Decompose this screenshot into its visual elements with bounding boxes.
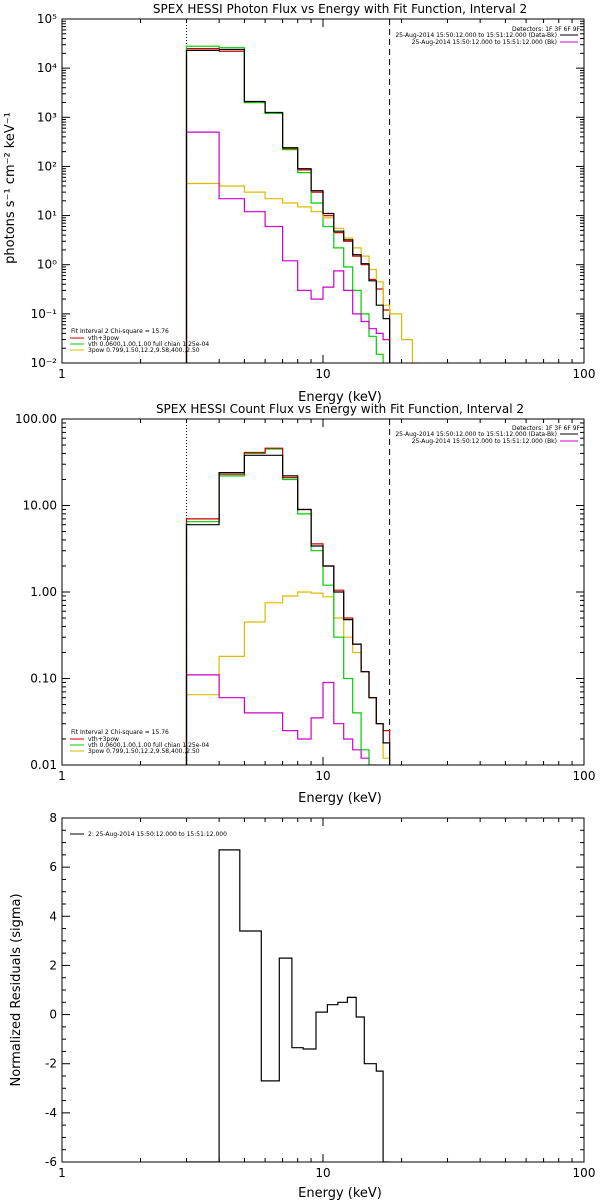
legend-header: Fit Interval 2 Chi-square = 15.76 <box>71 729 169 736</box>
x-tick-label: 10 <box>315 1166 330 1180</box>
x-tick-label: 100 <box>573 1166 596 1180</box>
series-group <box>186 849 390 1162</box>
series-group <box>185 45 418 363</box>
y-tick-label: 10⁰ <box>37 258 57 272</box>
y-tick-label: 10³ <box>37 110 57 124</box>
y-tick-label: 0 <box>49 1008 57 1022</box>
legend-entry-label: 25-Aug-2014 15:50:12.000 to 15:51:12.000… <box>412 438 557 445</box>
x-tick-label: 1 <box>58 769 66 783</box>
legend-header: Detectors: 1F 3F 6F 9F <box>512 26 581 33</box>
x-axis-label: Energy (keV) <box>298 791 382 806</box>
plot-frame <box>61 18 585 364</box>
y-tick-label: 10² <box>37 159 57 173</box>
y-tick-label: 10⁻² <box>31 356 58 370</box>
plot-frame <box>61 817 585 1163</box>
series-line <box>185 591 391 765</box>
legend-entry-label: 25-Aug-2014 15:50:12.000 to 15:51:12.000… <box>412 39 557 46</box>
series-line <box>185 131 391 363</box>
series-line <box>185 48 391 363</box>
legend-entry-label: vth+3pow <box>88 736 119 743</box>
legend-entry-label: vth 0.0600,1.00,1.00 full chian 1.25e-04 <box>88 341 209 348</box>
legend-entry-label: 25-Aug-2014 15:50:12.000 to 15:51:12.000… <box>395 32 557 39</box>
x-tick-label: 1 <box>58 1166 66 1180</box>
x-axis-label: Energy (keV) <box>298 390 382 405</box>
y-tick-label: 10¹ <box>37 209 57 223</box>
photon-flux-panel: SPEX HESSI Photon Flux vs Energy with Fi… <box>3 2 595 405</box>
series-line <box>185 48 391 363</box>
y-tick-label: 0.01 <box>30 758 57 772</box>
y-tick-label: -2 <box>45 1057 57 1071</box>
residuals-panel: Energy (keV) Normalized Residuals (sigma… <box>9 811 595 1200</box>
y-tick-label: -6 <box>45 1155 57 1169</box>
series-line <box>185 454 391 765</box>
series-line <box>186 849 390 1162</box>
series-line <box>185 45 384 363</box>
legend-entry-label: 3pow 0.799,1.50,12.2,9.58,400.,2.50 <box>88 347 200 354</box>
legend-header: Detectors: 1F 3F 6F 9F <box>512 425 581 432</box>
series-line <box>185 447 391 765</box>
x-tick-label: 10 <box>315 367 330 381</box>
x-axis-label: Energy (keV) <box>298 1186 382 1200</box>
y-tick-label: 10.00 <box>23 499 57 513</box>
y-tick-label: 10⁵ <box>37 12 57 26</box>
series-line <box>185 448 370 765</box>
chart-title: SPEX HESSI Photon Flux vs Energy with Fi… <box>153 2 527 16</box>
y-tick-label: 10⁻¹ <box>31 307 58 321</box>
y-tick-label: 8 <box>49 811 57 825</box>
legend-entry-label: 25-Aug-2014 15:50:12.000 to 15:51:12.000… <box>395 431 557 438</box>
plot-frame <box>61 418 585 766</box>
y-tick-label: 10⁴ <box>37 61 57 75</box>
chart-title: SPEX HESSI Count Flux vs Energy with Fit… <box>156 402 524 416</box>
legend-entry-label: 3pow 0.799,1.50,12.2,9.58,400.,2.50 <box>88 748 200 755</box>
y-tick-label: -4 <box>45 1106 57 1120</box>
legend-entry-label: vth 0.0600,1.00,1.00 full chian 1.25e-04 <box>88 742 209 749</box>
x-tick-label: 100 <box>573 769 596 783</box>
legend-entry-label: 2: 25-Aug-2014 15:50:12.000 to 15:51:12.… <box>88 831 227 838</box>
y-axis-label: photons s⁻¹ cm⁻² keV⁻¹ <box>3 112 18 264</box>
series-line <box>185 182 418 363</box>
y-tick-label: 0.10 <box>30 672 57 686</box>
y-tick-label: 4 <box>49 909 57 923</box>
x-tick-label: 10 <box>315 769 330 783</box>
legend-entry-label: vth+3pow <box>88 335 119 342</box>
x-tick-label: 100 <box>573 367 596 381</box>
x-tick-label: 1 <box>58 367 66 381</box>
y-tick-label: 100.00 <box>15 412 57 426</box>
series-line <box>185 674 377 765</box>
y-axis-label: Normalized Residuals (sigma) <box>9 893 24 1086</box>
y-tick-label: 6 <box>49 860 57 874</box>
count-flux-panel: SPEX HESSI Count Flux vs Energy with Fit… <box>15 402 595 806</box>
legend-header: Fit Interval 2 Chi-square = 15.76 <box>71 328 169 335</box>
y-tick-label: 2 <box>49 958 57 972</box>
series-group <box>185 447 391 765</box>
y-tick-label: 1.00 <box>30 585 57 599</box>
